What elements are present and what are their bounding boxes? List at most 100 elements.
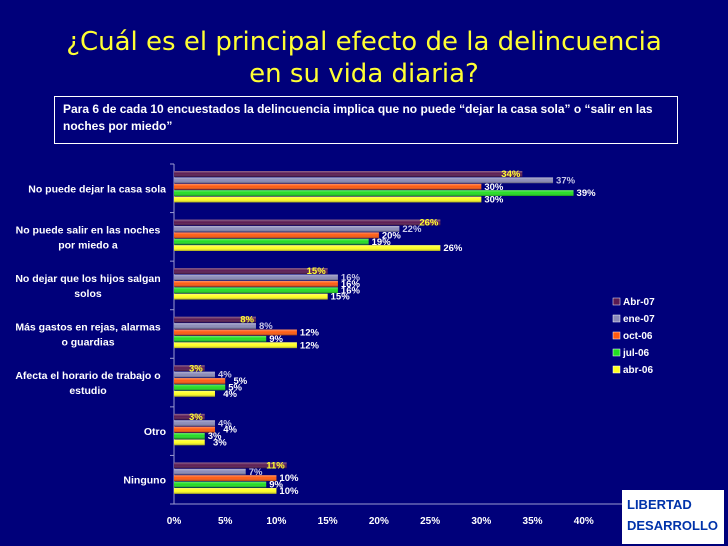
legend-label: oct-06 (623, 331, 653, 342)
data-label: 37% (556, 175, 576, 186)
data-label: 30% (484, 195, 504, 206)
legend-label: abr-06 (623, 365, 653, 376)
data-label: 10% (279, 473, 299, 484)
legend-swatch (612, 314, 621, 323)
bar-shading (174, 371, 215, 378)
data-label: 15% (307, 266, 327, 277)
bar-shading (174, 468, 246, 475)
legend-swatch (612, 348, 621, 357)
bar-shading (174, 196, 482, 203)
x-tick-label: 40% (574, 516, 594, 527)
bar-shading (174, 171, 523, 177)
data-label: 26% (419, 218, 439, 229)
category-label: No puede dejar la casa sola (28, 183, 166, 195)
data-label: 3% (189, 363, 203, 374)
bar-shading (174, 274, 338, 281)
data-label: 7% (249, 467, 263, 478)
legend-swatch (612, 365, 621, 374)
bar-shading (174, 433, 205, 439)
x-tick-label: 0% (167, 516, 182, 527)
x-tick-label: 20% (369, 516, 389, 527)
data-label: 16% (341, 273, 361, 284)
x-tick-label: 15% (318, 516, 338, 527)
bar-shading (174, 293, 328, 300)
logo-line-2: DESARROLLO (627, 518, 718, 533)
logo: LIBERTAD DESARROLLO (622, 490, 724, 544)
data-label: 22% (402, 224, 422, 235)
data-label: 30% (484, 182, 504, 193)
data-label: 4% (223, 425, 237, 436)
bar-shading (174, 378, 226, 384)
data-label: 4% (223, 389, 237, 400)
legend-label: ene-07 (623, 314, 655, 325)
bar-shading (174, 232, 379, 239)
category-label: Ninguno (123, 475, 166, 487)
bar-shading (174, 225, 400, 232)
data-label: 3% (189, 412, 203, 423)
bar-shading (174, 245, 441, 251)
x-tick-label: 5% (218, 516, 233, 527)
data-label: 12% (300, 340, 320, 351)
category-label: por miedo a (58, 239, 118, 251)
bar-shading (174, 439, 205, 446)
subtitle-box: Para 6 de cada 10 encuestados la delincu… (54, 96, 678, 144)
bar-shading (174, 365, 205, 372)
category-label: Otro (144, 426, 166, 438)
legend-label: jul-06 (622, 348, 650, 359)
data-label: 10% (279, 486, 299, 497)
data-label: 3% (213, 437, 227, 448)
bar-shading (174, 420, 215, 427)
category-label: Afecta el horario de trabajo o (15, 370, 160, 382)
bar-shading (174, 238, 369, 245)
x-tick-label: 35% (523, 516, 543, 527)
data-label: 4% (218, 370, 232, 381)
bar-shading (174, 329, 297, 336)
category-label: estudio (69, 385, 106, 397)
data-label: 5% (233, 376, 247, 387)
data-label: 20% (382, 230, 402, 241)
page-title: ¿Cuál es el principal efecto de la delin… (66, 27, 662, 89)
category-label: No puede salir en las noches (16, 224, 161, 236)
legend-swatch (612, 297, 621, 306)
data-label: 19% (372, 237, 392, 248)
bar-shading (174, 475, 277, 482)
data-label: 5% (228, 382, 242, 393)
data-label: 3% (208, 431, 222, 442)
bar-shading (174, 323, 256, 329)
logo-line-1: LIBERTAD (627, 497, 692, 512)
category-label: solos (74, 288, 102, 300)
bar-shading (174, 481, 267, 488)
bar-shading (174, 413, 205, 420)
bar-shading (174, 342, 297, 349)
x-tick-label: 25% (420, 516, 440, 527)
data-label: 39% (577, 188, 597, 199)
bar-shading (174, 190, 574, 196)
bar-shading (174, 462, 287, 469)
bar-shading (174, 384, 226, 391)
data-label: 12% (300, 328, 320, 339)
bar-shading (174, 335, 267, 342)
bar-shading (174, 316, 256, 323)
data-label: 9% (269, 334, 283, 345)
bar-shading (174, 177, 554, 184)
x-tick-label: 30% (471, 516, 491, 527)
bar-shading (174, 280, 338, 287)
legend-label: Abr-07 (623, 297, 655, 308)
bar-shading (174, 219, 441, 226)
bar-shading (174, 268, 328, 274)
category-label: No dejar que los hijos salgan (15, 273, 160, 285)
bar-shading (174, 287, 338, 294)
data-label: 11% (266, 460, 285, 471)
data-label: 4% (218, 418, 232, 429)
bar-shading (174, 488, 277, 494)
bar-shading (174, 426, 215, 433)
bar-shading (174, 390, 215, 397)
data-label: 8% (240, 315, 254, 326)
x-tick-label: 10% (266, 516, 286, 527)
data-label: 34% (501, 169, 521, 180)
data-label: 16% (341, 285, 361, 296)
category-label: o guardias (61, 337, 114, 349)
data-label: 9% (269, 480, 283, 491)
legend-swatch (612, 331, 621, 340)
